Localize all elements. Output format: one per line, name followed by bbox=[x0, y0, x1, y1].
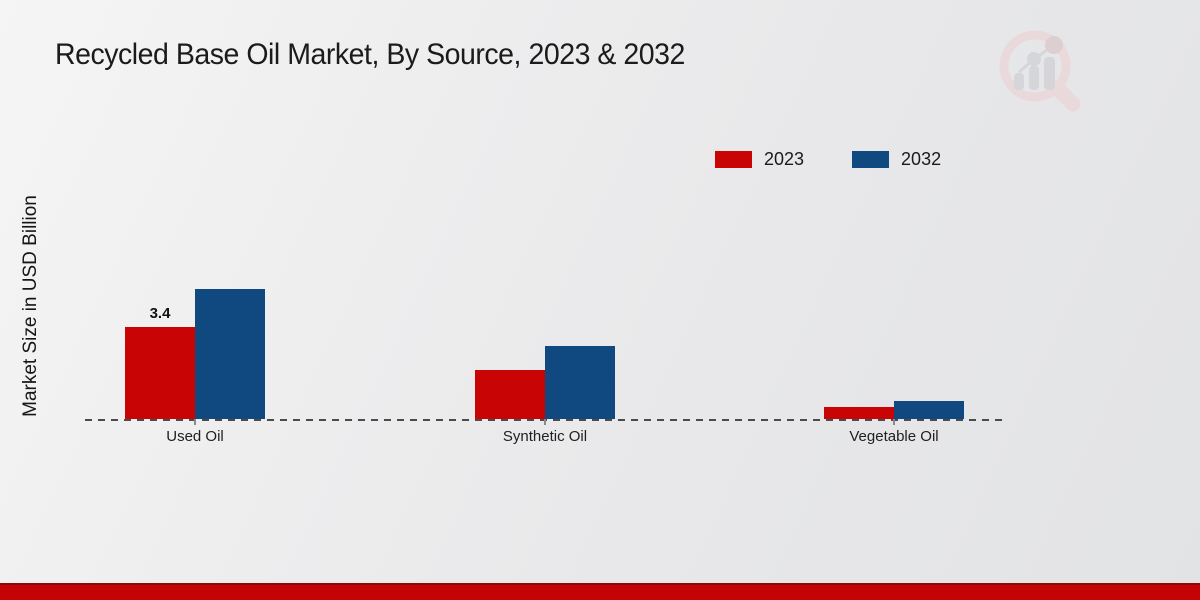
legend: 2023 2032 bbox=[715, 149, 941, 170]
x-axis-tick-used-oil bbox=[194, 419, 196, 425]
plot-area: 3.4 Used Oil Synthetic Oil Vegetable Oil bbox=[85, 239, 1005, 445]
legend-label-2023: 2023 bbox=[764, 149, 805, 169]
magnifier-bar-chart-logo bbox=[999, 30, 1081, 112]
chart-title: Recycled Base Oil Market, By Source, 202… bbox=[55, 38, 685, 71]
legend-item-2023: 2023 bbox=[715, 149, 804, 170]
bar-2032-vegetable-oil bbox=[894, 401, 964, 419]
legend-item-2032: 2032 bbox=[852, 149, 941, 170]
bar-2023-used-oil bbox=[125, 327, 195, 419]
y-axis-label: Market Size in USD Billion bbox=[20, 195, 41, 417]
legend-label-2032: 2032 bbox=[901, 149, 942, 169]
bar-2032-used-oil bbox=[195, 289, 265, 419]
legend-swatch-2032 bbox=[852, 151, 890, 168]
bar-value-label-used-oil: 3.4 bbox=[149, 305, 171, 322]
footer-accent-bar bbox=[0, 583, 1200, 600]
x-axis-tick-vegetable-oil bbox=[893, 419, 895, 425]
bar-2032-synthetic-oil bbox=[545, 346, 615, 419]
category-label-used-oil: Used Oil bbox=[166, 428, 224, 445]
legend-swatch-2023 bbox=[715, 151, 752, 168]
category-label-vegetable-oil: Vegetable Oil bbox=[849, 428, 939, 445]
bar-2023-vegetable-oil bbox=[824, 407, 894, 419]
x-axis-tick-synthetic-oil bbox=[544, 419, 546, 425]
category-label-synthetic-oil: Synthetic Oil bbox=[502, 428, 588, 445]
bar-2023-synthetic-oil bbox=[475, 370, 545, 419]
